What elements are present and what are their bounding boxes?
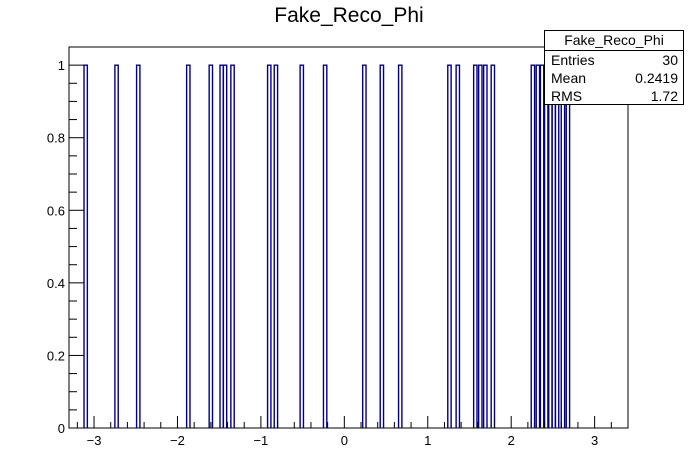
histogram-bin-13 [379,64,385,428]
histogram-bin-27 [554,64,560,428]
stats-entries-label: Entries [551,52,595,68]
y-tick-label: 0.8 [47,131,65,146]
stats-entries-value: 30 [662,52,678,68]
stats-title: Fake_Reco_Phi [545,31,683,51]
histogram-bin-29 [565,64,571,428]
plot-frame [68,46,629,429]
stats-row-entries: Entries 30 [545,51,683,69]
histogram-bin-12 [361,64,367,428]
stats-rms-label: RMS [551,88,583,104]
histogram-bin-2 [135,64,141,428]
x-tick-label: 2 [508,433,515,448]
y-tick-label: 1 [58,58,65,73]
stats-row-rms: RMS 1.72 [545,87,683,105]
stats-box: Fake_Reco_Phi Entries 30 Mean 0.2419 RMS… [544,30,684,105]
histogram-bin-17 [472,64,478,428]
histogram-bin-7 [230,64,235,428]
stats-rms-value: 1.72 [650,88,678,104]
histogram-bin-28 [560,64,566,428]
histogram-bin-9 [273,64,279,428]
histogram-bin-3 [185,64,191,428]
y-axis: 0 0.2 0.4 0.6 0.8 1 [47,46,84,436]
stats-mean-value: 0.2419 [635,70,678,86]
x-tick-label: −1 [253,433,268,448]
x-tick-label: −3 [87,433,102,448]
histogram-bin-10 [299,64,305,428]
x-tick-label: 0 [341,433,348,448]
histogram-bin-8 [266,64,272,428]
histogram-bin-1 [114,64,119,428]
histogram-bin-4 [208,64,214,428]
histogram-bin-20 [490,64,496,428]
y-tick-label: 0 [58,421,65,436]
stats-mean-label: Mean [551,70,587,86]
histogram-bin-0 [83,64,89,428]
y-tick-label: 0.6 [47,203,65,218]
histogram-bin-11 [322,64,328,428]
x-tick-label: −2 [170,433,185,448]
histogram-bin-15 [447,64,452,428]
histogram-bin-6 [222,64,228,428]
histogram-bin-19 [482,64,488,428]
histogram-bin-23 [539,64,545,428]
histogram-bin-24 [543,64,549,428]
histogram-bin-14 [397,64,403,428]
histogram-bin-22 [535,64,541,428]
x-tick-label: 1 [424,433,431,448]
y-tick-label: 0.2 [47,348,65,363]
chart-title: Fake_Reco_Phi [274,4,423,27]
x-tick-label: 3 [591,433,598,448]
histogram-bin-16 [455,64,461,428]
stats-row-mean: Mean 0.2419 [545,69,683,87]
histogram-bin-18 [477,64,483,428]
x-axis: −3 −2 −1 0 1 2 3 [76,416,629,448]
histogram-bars [83,64,571,428]
y-tick-label: 0.4 [47,276,65,291]
histogram-bin-21 [530,64,536,428]
